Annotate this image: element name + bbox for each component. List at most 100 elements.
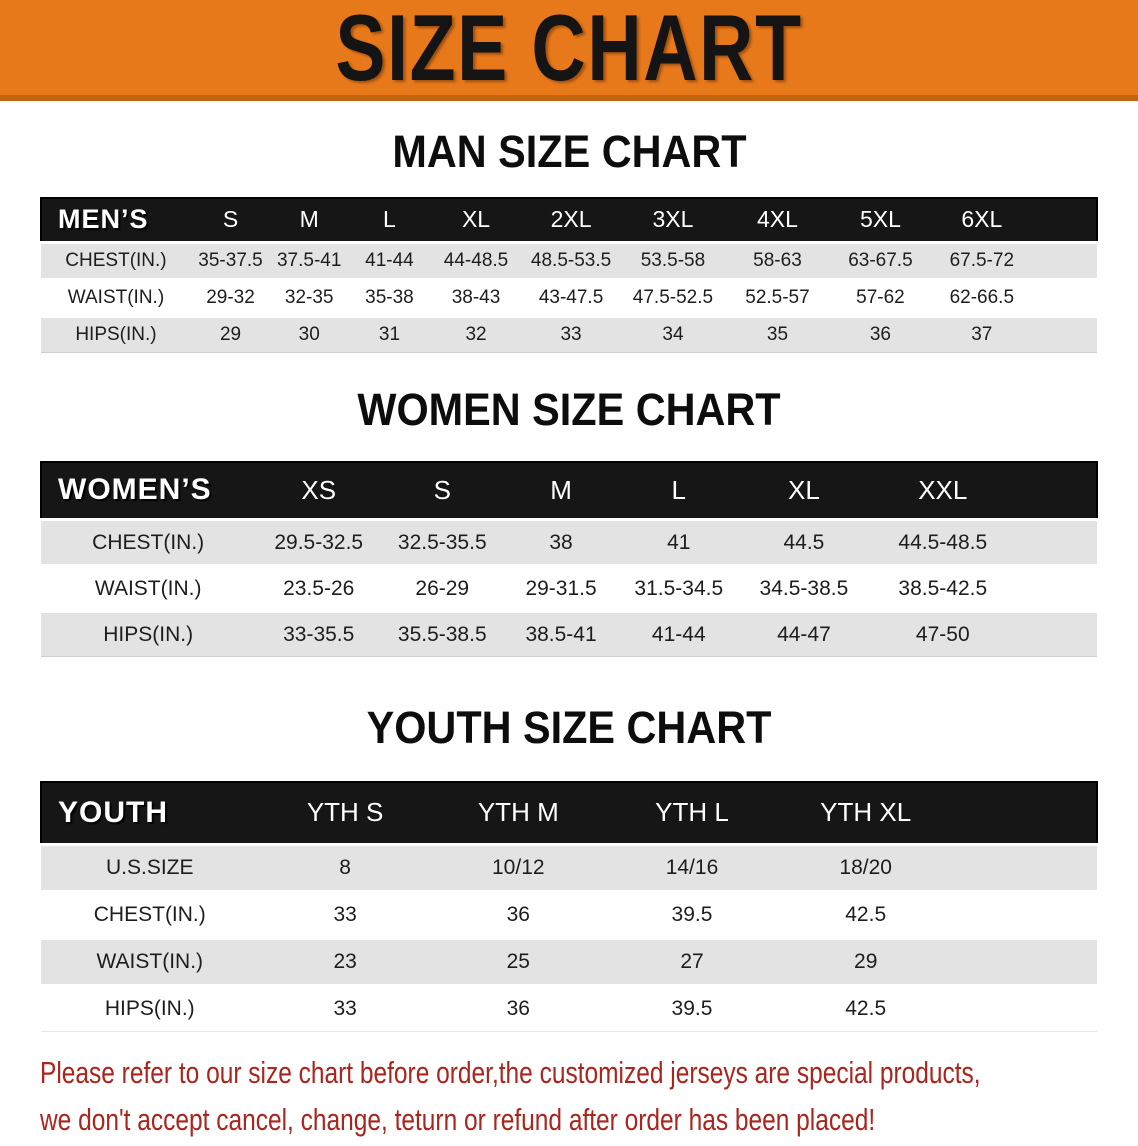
women-cell: 35.5-38.5	[382, 611, 503, 657]
men-cell: 43-47.5	[521, 279, 621, 317]
youth-cell: 8	[258, 844, 432, 891]
men-cell: 57-62	[829, 279, 932, 317]
women-row-label: CHEST(IN.)	[41, 519, 256, 566]
men-header-filler	[1033, 198, 1098, 242]
women-column-header: L	[671, 474, 687, 505]
youth-size-chart-heading: YOUTH SIZE CHART	[0, 703, 1138, 753]
youth-row-label: CHEST(IN.)	[41, 891, 259, 939]
youth-column-header: YTH L	[655, 797, 729, 828]
men-column-header: 2XL	[550, 206, 592, 233]
men-cell: 62-66.5	[931, 279, 1033, 317]
men-cell: 37.5-41	[270, 242, 349, 279]
women-cell: 34.5-38.5	[737, 565, 870, 612]
youth-size-table: YOUTH YTH S YTH M YTH L YTH XL U.S.SIZE 8 10/12…	[40, 781, 1098, 1032]
youth-row-label: U.S.SIZE	[41, 844, 259, 891]
men-column-header: 5XL	[859, 206, 901, 233]
youth-cell: 36	[431, 891, 605, 939]
youth-cell: 14/16	[604, 844, 780, 891]
men-cell: 36	[829, 316, 932, 352]
men-cell: 48.5-53.5	[521, 242, 621, 279]
men-column-header: XL	[461, 206, 491, 233]
women-cell: 38	[502, 519, 620, 566]
women-row-filler	[1015, 611, 1097, 657]
women-row-label: WAIST(IN.)	[41, 565, 256, 612]
men-cell: 33	[521, 316, 621, 352]
men-cell: 35-37.5	[190, 242, 271, 279]
youth-cell: 33	[258, 891, 432, 939]
women-column-header: XL	[788, 474, 820, 505]
disclaimer: Please refer to our size chart before or…	[40, 1052, 1138, 1146]
women-table-row: WAIST(IN.) 23.5-26 26-29 29-31.5 31.5-34.5 34…	[41, 565, 1097, 612]
women-cell: 29.5-32.5	[255, 519, 383, 566]
women-column-header: S	[433, 474, 451, 505]
men-row-label: CHEST(IN.)	[41, 242, 191, 279]
men-cell: 52.5-57	[725, 279, 830, 317]
men-size-table-wrap: MEN’S S M L XL 2XL 3XL 4XL 5XL 6XL CHEST(IN.) 35-37…	[40, 197, 1098, 353]
women-cell: 41-44	[619, 611, 738, 657]
women-row-filler	[1015, 519, 1097, 566]
women-cell: 31.5-34.5	[619, 565, 738, 612]
youth-table-row: CHEST(IN.) 33 36 39.5 42.5	[41, 891, 1097, 939]
youth-cell: 29	[779, 938, 953, 985]
men-column-header: L	[383, 206, 396, 233]
men-cell: 29	[190, 316, 271, 352]
youth-row-filler	[952, 938, 1097, 985]
youth-size-table-wrap: YOUTH YTH S YTH M YTH L YTH XL U.S.SIZE 8 10/12…	[40, 781, 1098, 1032]
women-row-filler	[1015, 565, 1097, 612]
men-cell: 29-32	[190, 279, 271, 317]
women-row-label: HIPS(IN.)	[41, 611, 256, 657]
men-cell: 53.5-58	[620, 242, 726, 279]
men-cell: 35	[725, 316, 830, 352]
men-header-row: MEN’S S M L XL 2XL 3XL 4XL 5XL 6XL	[41, 198, 1097, 242]
women-cell: 23.5-26	[255, 565, 383, 612]
women-header-filler	[1016, 462, 1097, 520]
women-cell: 44-47	[737, 611, 870, 657]
size-chart-banner: SIZE CHART	[0, 0, 1138, 101]
men-table-row: WAIST(IN.) 29-32 32-35 35-38 38-43 43-47.5 47.…	[41, 279, 1097, 317]
youth-cell: 10/12	[431, 844, 605, 891]
youth-cell: 25	[431, 938, 605, 985]
men-cell: 35-38	[348, 279, 431, 317]
men-cell: 63-67.5	[829, 242, 932, 279]
men-column-header: M	[299, 206, 319, 233]
youth-row-filler	[952, 844, 1097, 891]
youth-cell: 39.5	[604, 891, 780, 939]
man-size-chart-heading: MAN SIZE CHART	[0, 127, 1138, 177]
men-column-header: 3XL	[652, 206, 694, 233]
youth-table-label: YOUTH	[58, 795, 168, 829]
men-cell: 47.5-52.5	[620, 279, 726, 317]
men-cell: 32-35	[270, 279, 349, 317]
men-row-filler	[1032, 242, 1097, 279]
men-row-label: HIPS(IN.)	[41, 316, 191, 352]
men-column-header: 6XL	[961, 206, 1003, 233]
women-cell: 33-35.5	[255, 611, 383, 657]
women-cell: 44.5	[737, 519, 870, 566]
man-size-chart-heading-text: MAN SIZE CHART	[391, 126, 747, 177]
women-size-chart-heading: WOMEN SIZE CHART	[0, 383, 1138, 435]
women-cell: 38.5-42.5	[869, 565, 1016, 612]
youth-row-label: HIPS(IN.)	[41, 985, 259, 1032]
women-column-header: M	[550, 474, 572, 505]
men-cell: 30	[270, 316, 349, 352]
youth-header-filler	[952, 782, 1097, 844]
women-cell: 29-31.5	[502, 565, 620, 612]
size-chart-banner-title: SIZE CHART	[335, 0, 803, 100]
men-column-header: S	[222, 206, 239, 233]
women-column-header: XS	[301, 474, 337, 505]
youth-cell: 42.5	[779, 891, 953, 939]
youth-column-header: YTH XL	[820, 797, 912, 828]
youth-column-header: YTH M	[477, 797, 559, 828]
men-column-header: 4XL	[757, 206, 798, 233]
women-size-chart-heading-text: WOMEN SIZE CHART	[357, 383, 781, 435]
women-table-label: WOMEN’S	[58, 473, 212, 507]
women-cell: 32.5-35.5	[382, 519, 503, 566]
disclaimer-line-1: Please refer to our size chart before or…	[40, 1054, 981, 1090]
youth-size-chart-heading-text: YOUTH SIZE CHART	[366, 702, 772, 753]
women-cell: 44.5-48.5	[869, 519, 1016, 566]
men-cell: 58-63	[725, 242, 830, 279]
youth-cell: 36	[431, 985, 605, 1032]
women-header-row: WOMEN’S XS S M L XL XXL	[41, 461, 1097, 520]
men-row-filler	[1032, 316, 1097, 352]
women-cell: 41	[619, 519, 738, 566]
youth-row-filler	[952, 891, 1097, 939]
